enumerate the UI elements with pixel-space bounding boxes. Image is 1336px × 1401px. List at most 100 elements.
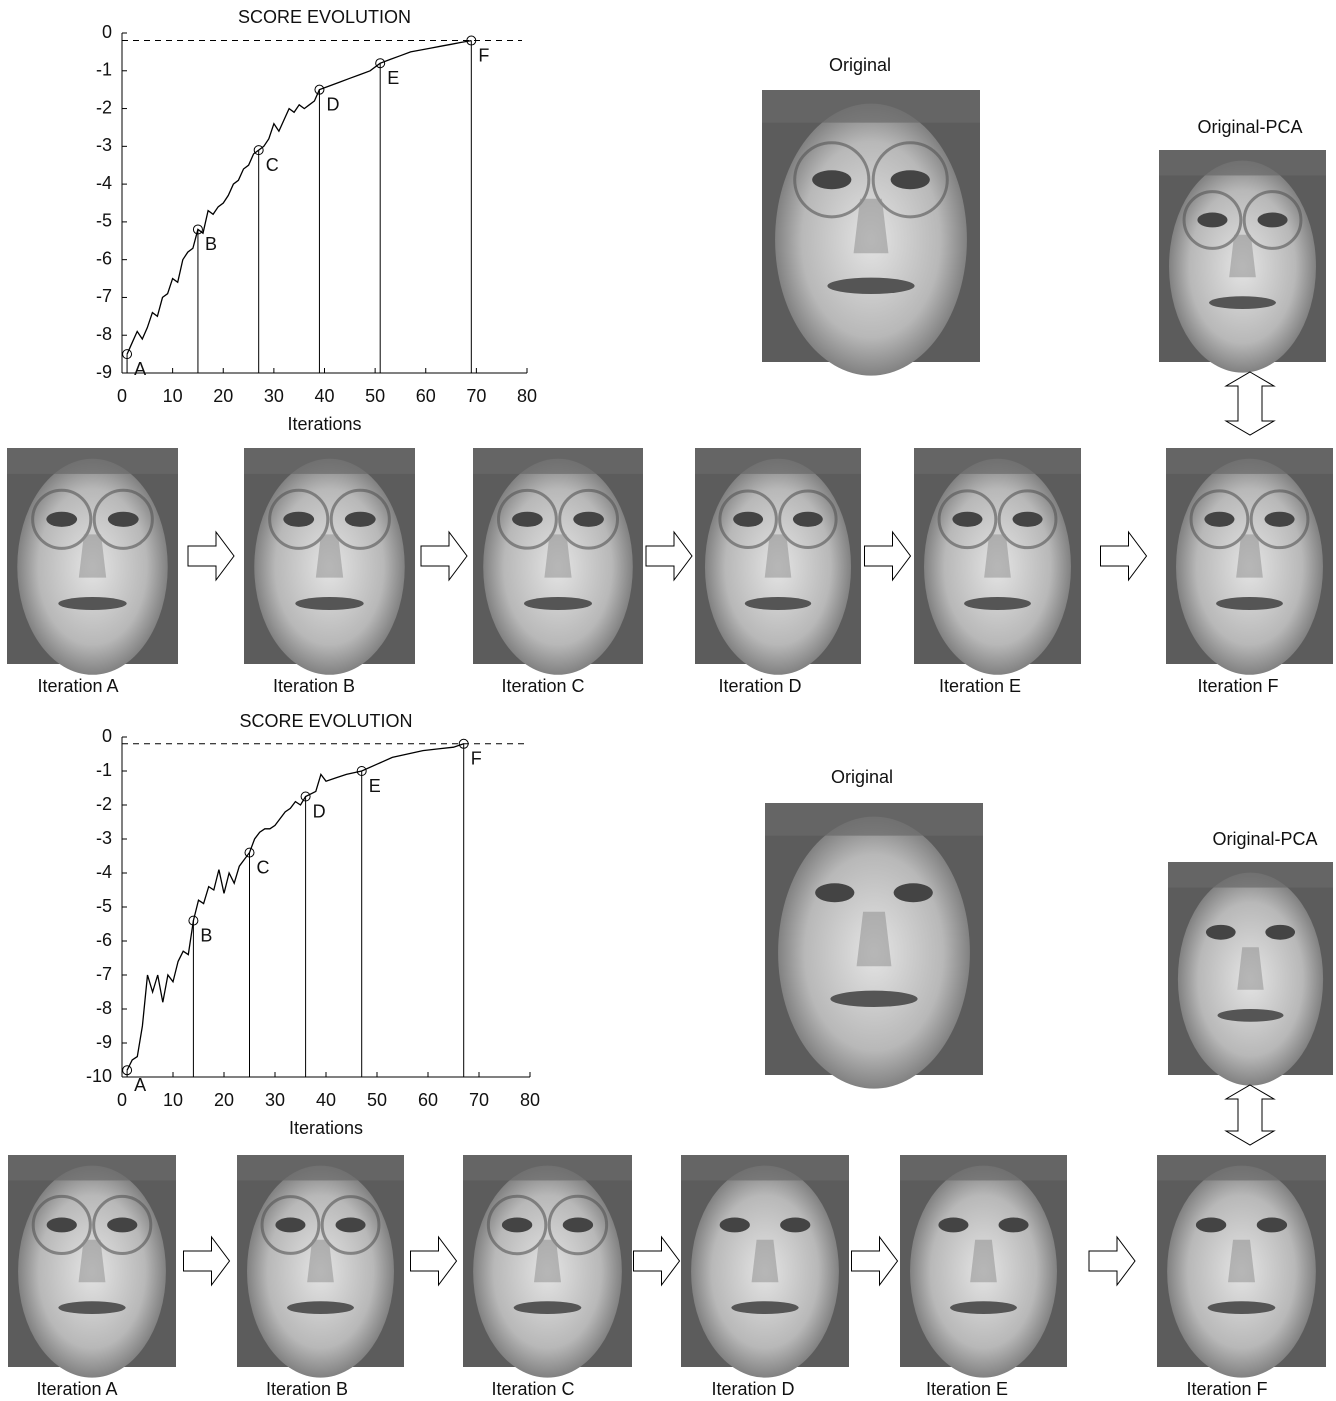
eye (283, 512, 314, 527)
iteration-label: Iteration D (718, 676, 801, 696)
face-image (1157, 1155, 1326, 1378)
face-image (463, 1155, 632, 1378)
marker-label: C (257, 857, 270, 877)
eye (46, 512, 77, 527)
hair (463, 1155, 632, 1180)
x-axis-label: Iterations (287, 414, 361, 434)
face-image (8, 1155, 176, 1378)
y-tick-label: -9 (96, 1032, 112, 1052)
score-line (127, 41, 471, 355)
eye (1257, 1218, 1287, 1233)
iteration-label: Iteration E (926, 1379, 1008, 1399)
x-tick-label: 10 (163, 1090, 183, 1110)
face-image (473, 448, 643, 675)
mouth (950, 1301, 1017, 1314)
marker-label: F (478, 45, 489, 65)
x-tick-label: 50 (367, 1090, 387, 1110)
face-image (1166, 448, 1333, 675)
chart-title: SCORE EVOLUTION (238, 7, 411, 27)
eye (894, 883, 933, 902)
eye (720, 1218, 750, 1233)
hair (1166, 448, 1333, 474)
y-tick-label: -5 (96, 896, 112, 916)
marker-label: C (266, 155, 279, 175)
x-tick-label: 20 (213, 386, 233, 406)
x-tick-label: 70 (466, 386, 486, 406)
y-tick-label: -7 (96, 286, 112, 306)
eye (1197, 213, 1227, 228)
x-tick-label: 80 (520, 1090, 540, 1110)
iteration-label: Iteration F (1197, 676, 1278, 696)
marker-label: E (369, 776, 381, 796)
iteration-label: Iteration C (501, 676, 584, 696)
hair (914, 448, 1081, 474)
eye (563, 1218, 593, 1233)
y-tick-label: -1 (96, 760, 112, 780)
hair (1157, 1155, 1326, 1180)
hair (1159, 150, 1326, 175)
x-tick-label: 0 (117, 386, 127, 406)
arrow (1101, 532, 1147, 580)
hair (8, 1155, 176, 1180)
marker-label: B (200, 925, 212, 945)
mouth (731, 1301, 798, 1314)
mouth (1218, 1009, 1284, 1022)
eye (999, 1218, 1029, 1233)
original-label: Original (829, 55, 891, 75)
marker-label: E (387, 68, 399, 88)
eye (275, 1218, 305, 1233)
y-tick-label: -2 (96, 97, 112, 117)
face-image (900, 1155, 1067, 1378)
arrow (411, 1237, 457, 1285)
pca-label: Original-PCA (1212, 829, 1317, 849)
eye (1196, 1218, 1226, 1233)
eye (1204, 512, 1234, 527)
marker-label: A (134, 1075, 146, 1095)
eye (1206, 925, 1236, 940)
marker-label: B (205, 234, 217, 254)
y-tick-label: -6 (96, 248, 112, 268)
eye (815, 883, 854, 902)
x-tick-label: 80 (517, 386, 537, 406)
y-tick-label: -3 (96, 828, 112, 848)
arrow (634, 1237, 680, 1285)
y-tick-label: -9 (96, 362, 112, 382)
iteration-label: Iteration A (37, 676, 118, 696)
figure: SCORE EVOLUTION -9 -8 -7 -6 -5 -4 -3 -2 -10 0 10 20 3… (0, 0, 1336, 1401)
marker-label: D (313, 801, 326, 821)
y-tick-label: -4 (96, 862, 112, 882)
mouth (295, 597, 363, 610)
mouth (58, 1301, 125, 1314)
arrow (1089, 1237, 1135, 1285)
eye (1013, 512, 1043, 527)
eye (502, 1218, 532, 1233)
hair (765, 803, 983, 836)
eye (891, 170, 930, 189)
marker-label: D (326, 94, 339, 114)
mouth (745, 597, 811, 610)
arrow (852, 1237, 898, 1285)
y-tick-label: -8 (96, 324, 112, 344)
mouth (1209, 296, 1276, 309)
hair (7, 448, 178, 474)
x-tick-label: 40 (314, 386, 334, 406)
eye (345, 512, 376, 527)
face-image (765, 803, 983, 1089)
iteration-label: Iteration E (939, 676, 1021, 696)
hair (473, 448, 643, 474)
mouth (830, 991, 917, 1007)
arrow (865, 532, 911, 580)
eye (1265, 512, 1295, 527)
y-tick-label: -10 (86, 1066, 112, 1086)
x-tick-label: 30 (265, 1090, 285, 1110)
y-tick-label: -1 (96, 60, 112, 80)
y-tick-label: -7 (96, 964, 112, 984)
mouth (58, 597, 126, 610)
hair (900, 1155, 1067, 1180)
iteration-label: Iteration A (36, 1379, 117, 1399)
x-tick-label: 60 (418, 1090, 438, 1110)
mouth (827, 278, 914, 294)
marker-label: F (471, 749, 482, 769)
x-tick-label: 50 (365, 386, 385, 406)
face-image (244, 448, 415, 675)
